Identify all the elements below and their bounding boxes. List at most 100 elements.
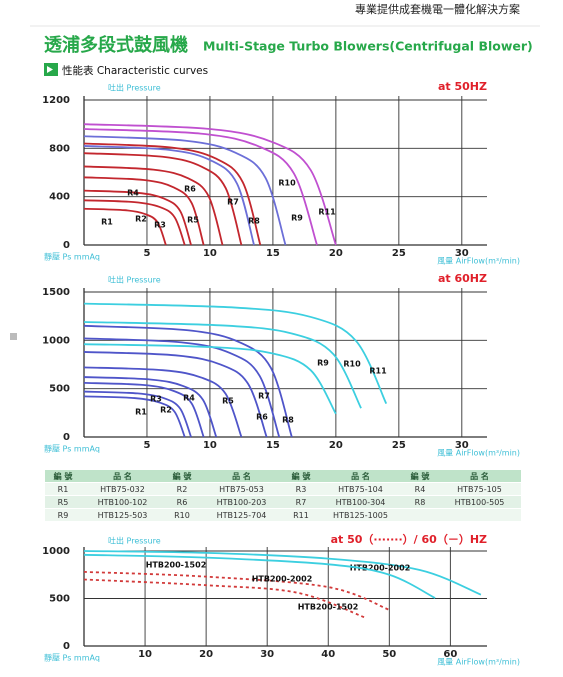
table-cell: HTB75-104 [319,482,402,496]
x-tick-label: 15 [266,440,280,451]
pressure-label: 吐出 Pressure [108,83,161,93]
x-tick-label: 30 [260,649,274,660]
table-cell: HTB75-032 [81,482,164,496]
curve [83,189,192,246]
curve [83,376,218,438]
curve-label: R7 [258,392,270,401]
table-cell: R8 [402,495,438,509]
table-cell: HTB125-704 [200,508,283,522]
x-tick-label: 10 [203,440,217,451]
table-cell: R10 [164,508,200,522]
x-axis-label: 風量 AirFlow(m³/min) [437,257,520,266]
title-zh: 透浦多段式鼓風機 [44,34,188,56]
table-cell: R5 [45,495,81,509]
curve-label: R1 [135,408,147,417]
curve [83,135,287,246]
y-axis-label: 靜壓 Ps mmAq [44,653,100,663]
curve [83,553,436,599]
curve [83,165,224,246]
pressure-label: 吐出 Pressure [108,536,161,546]
table-cell: R7 [283,495,319,509]
curve-label: R8 [248,217,260,226]
table-cell: R6 [164,495,200,509]
pressure-label: 吐出 Pressure [108,275,161,285]
chart-title: at 60HZ [438,272,487,285]
x-tick-label: 5 [143,248,150,259]
y-axis-label: 靜壓 Ps mmAq [44,444,100,454]
curve [83,152,243,246]
table-cell: R4 [402,482,438,496]
curve [83,578,366,619]
curve-label: HTB200-1502 [298,603,359,612]
curve [83,395,186,438]
x-tick-label: 20 [329,440,343,451]
header-row: 編 號品 名編 號品 名編 號品 名編 號品 名 [45,470,521,483]
empty-cell [438,508,521,522]
curve-label: R10 [343,360,361,369]
table-body: 編 號品 名編 號品 名編 號品 名編 號品 名 R1 HTB75-032 R2 HTB… [45,470,521,522]
section-title: 性能表 Characteristic curves [62,64,208,77]
table-cell: HTB125-503 [81,508,164,522]
y-tick-label: 1000 [42,335,70,346]
curve [83,366,243,438]
header-cell: 品 名 [81,470,164,483]
x-tick-label: 10 [138,649,152,660]
header-cell: 編 號 [45,470,81,483]
x-tick-label: 10 [203,248,217,259]
header-cell: 編 號 [164,470,200,483]
tagline: 專業提供成套機電一體化解決方案 [355,2,520,16]
curve-label: R7 [227,198,239,207]
curve [83,381,205,438]
table-cell: HTB75-105 [438,482,521,496]
curve-label: R5 [187,216,199,225]
table-cell: R1 [45,482,81,496]
curve [83,123,337,246]
header-cell: 品 名 [438,470,521,483]
curve-label: R2 [160,406,172,415]
chart-title: at 50HZ [438,80,487,93]
y-tick-label: 0 [63,432,70,443]
curve [83,337,281,438]
curve [83,390,192,438]
curve-label: R1 [101,218,113,227]
x-axis-label: 風量 AirFlow(m³/min) [437,449,520,458]
x-tick-label: 5 [143,440,150,451]
curve-label: R9 [291,214,303,223]
x-tick-label: 50 [382,649,396,660]
curve-label: R9 [317,359,329,368]
table-row: R9 HTB125-503 R10 HTB125-704 R11 HTB125-1005 [45,508,521,522]
curve-label: R6 [184,185,196,194]
curve-label: R3 [154,221,166,230]
curve [83,199,186,246]
section-arrow [47,66,53,73]
table-cell: R2 [164,482,200,496]
curve [83,145,255,246]
table-cell: HTB100-304 [319,495,402,509]
curve [83,142,262,246]
header-cell: 品 名 [200,470,283,483]
table-cell: HTB125-1005 [319,508,402,522]
curve [83,302,388,405]
x-tick-label: 20 [199,649,213,660]
y-tick-label: 1200 [42,95,70,106]
curve [83,324,293,438]
curve-label: R4 [127,189,139,198]
table-cell: R3 [283,482,319,496]
header-cell: 編 號 [283,470,319,483]
x-tick-label: 60 [443,649,457,660]
table-cell: R9 [45,508,81,522]
table-cell: HTB100-505 [438,495,521,509]
curve [83,550,482,596]
curve [83,321,362,409]
curve [83,343,337,415]
curve [83,176,205,246]
curve [83,351,268,438]
x-tick-label: 30 [455,248,469,259]
curve-label: R2 [135,215,147,224]
curve-label: R4 [183,394,195,403]
curve-label: R8 [282,416,294,425]
empty-cell [402,508,438,522]
table-row: R1 HTB75-032 R2 HTB75-053 R3 HTB75-104 R4 HTB75… [45,482,521,496]
